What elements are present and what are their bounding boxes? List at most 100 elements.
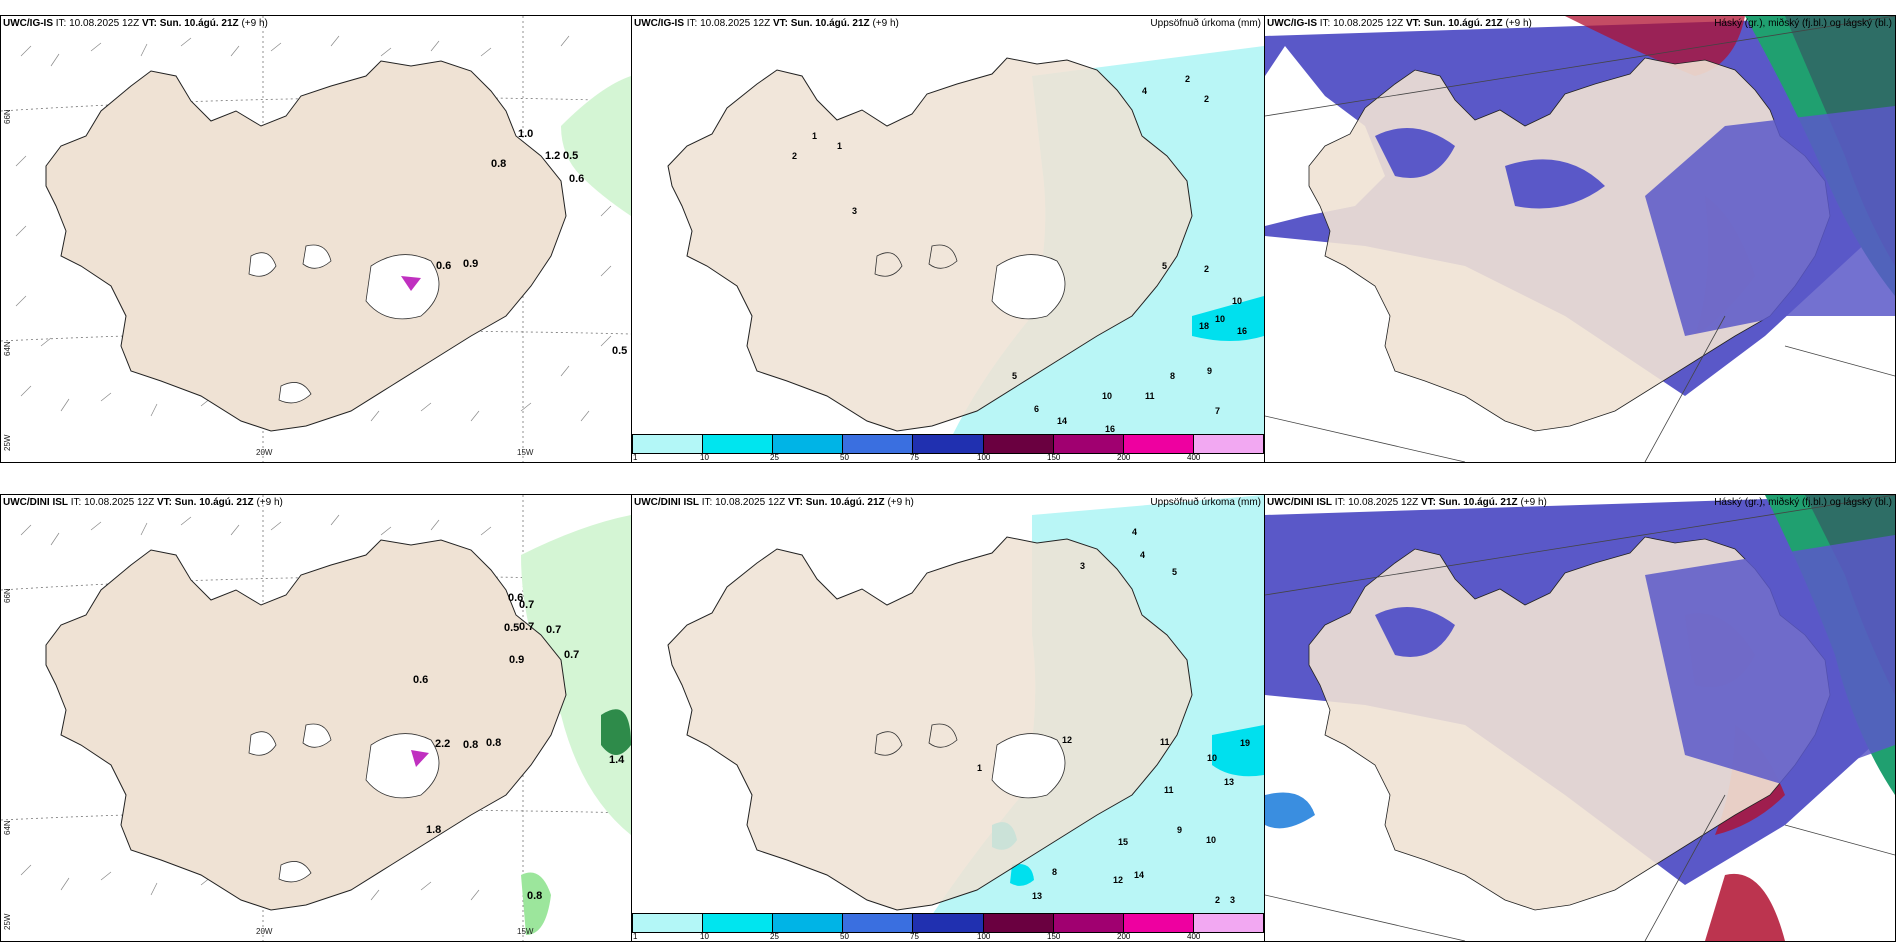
colorbar-segment xyxy=(1123,914,1194,932)
value-label: 3 xyxy=(852,206,858,216)
colorbar-segment xyxy=(703,435,774,453)
colorbar-tick: 25 xyxy=(770,932,779,941)
precip-colorbar xyxy=(632,434,1264,454)
value-label: 12 xyxy=(1062,735,1073,745)
value-label: 8 xyxy=(1170,371,1176,381)
colorbar-tick: 50 xyxy=(840,453,849,462)
cloud-title: Háský (gr.), miðský (fj.bl.) og lágský (… xyxy=(1714,18,1892,29)
colorbar-tick: 75 xyxy=(910,932,919,941)
value-label: 0.8 xyxy=(491,158,507,170)
value-label: 2 xyxy=(1215,895,1221,905)
value-label: 11 xyxy=(1164,785,1174,795)
row2-precip-map-panel: UWC/DINI ISL IT: 10.08.2025 12Z VT: Sun.… xyxy=(631,494,1265,942)
value-label: 2 xyxy=(1204,94,1210,104)
colorbar-tick: 50 xyxy=(840,932,849,941)
value-label: 14 xyxy=(1134,870,1145,880)
row1-wind-map-panel: UWC/IG-IS IT: 10.08.2025 12Z VT: Sun. 10… xyxy=(0,15,632,463)
value-label: 1.8 xyxy=(426,824,442,836)
value-label: 4 xyxy=(1142,86,1148,96)
colorbar-segment xyxy=(633,914,704,932)
value-label: 10 xyxy=(1207,753,1218,763)
colorbar-tick: 10 xyxy=(700,453,709,462)
value-label: 18 xyxy=(1199,321,1210,331)
colorbar-segment xyxy=(1123,435,1194,453)
panel-header: UWC/IG-IS IT: 10.08.2025 12Z VT: Sun. 10… xyxy=(1267,18,1532,29)
colorbar-segment xyxy=(703,914,774,932)
panel-header: UWC/DINI ISL IT: 10.08.2025 12Z VT: Sun.… xyxy=(1267,497,1547,508)
value-label: 1 xyxy=(837,141,843,151)
value-label: 0.5 xyxy=(612,345,628,357)
value-label: 0.5 xyxy=(563,150,579,162)
lat-label-66n: 66N xyxy=(3,109,12,124)
colorbar-segment xyxy=(1193,435,1263,453)
value-label: 0.5 xyxy=(504,622,520,634)
value-label: 0.8 xyxy=(463,739,479,751)
value-label: 7 xyxy=(1215,406,1221,416)
colorbar-tick: 100 xyxy=(977,932,991,941)
value-label: 1.0 xyxy=(518,128,534,140)
value-label: 0.6 xyxy=(508,592,524,604)
value-label: 2 xyxy=(792,151,798,161)
value-label: 1.2 xyxy=(545,150,561,162)
colorbar-tick: 400 xyxy=(1187,453,1201,462)
colorbar-segment xyxy=(1053,914,1124,932)
value-label: 4 xyxy=(1140,550,1146,560)
colorbar-segment xyxy=(913,914,984,932)
precip-colorbar xyxy=(632,913,1264,933)
panel-header: UWC/IG-IS IT: 10.08.2025 12Z VT: Sun. 10… xyxy=(634,18,899,29)
row2-wind-map-panel: UWC/DINI ISL IT: 10.08.2025 12Z VT: Sun.… xyxy=(0,494,632,942)
value-label: 3 xyxy=(1080,561,1086,571)
value-label: 0.6 xyxy=(436,260,452,272)
value-label: 16 xyxy=(1105,424,1116,434)
value-label: 9 xyxy=(1207,366,1213,376)
panel-header: UWC/DINI ISL IT: 10.08.2025 12Z VT: Sun.… xyxy=(3,497,283,508)
cloud-title: Háský (gr.), miðský (fj.bl.) og lágský (… xyxy=(1714,497,1892,508)
value-label: 5 xyxy=(1172,567,1178,577)
colorbar-segment xyxy=(773,435,844,453)
iceland-map-graphic xyxy=(667,46,1264,436)
iceland-map-graphic xyxy=(1,495,631,941)
lat-label-64n: 64N xyxy=(3,341,12,356)
row1-cloud-map-panel: UWC/IG-IS IT: 10.08.2025 12Z VT: Sun. 10… xyxy=(1264,15,1896,463)
colorbar-tick: 150 xyxy=(1047,932,1061,941)
row1-precip-map-panel: UWC/IG-IS IT: 10.08.2025 12Z VT: Sun. 10… xyxy=(631,15,1265,463)
colorbar-segment xyxy=(773,914,844,932)
value-label: 0.7 xyxy=(546,624,562,636)
row2-cloud-map-panel: UWC/DINI ISL IT: 10.08.2025 12Z VT: Sun.… xyxy=(1264,494,1896,942)
colorbar-tick: 400 xyxy=(1187,932,1201,941)
lon-label-15w: 15W xyxy=(517,448,534,457)
value-label: 0.7 xyxy=(564,649,580,661)
iceland-map-graphic xyxy=(1265,16,1895,462)
lon-label-20w: 20W xyxy=(256,927,273,936)
value-label: 12 xyxy=(1113,875,1124,885)
value-label: 0.7 xyxy=(519,621,535,633)
value-label: 11 xyxy=(1160,737,1170,747)
precip-title: Uppsöfnuð úrkoma (mm) xyxy=(1150,18,1261,29)
iceland-map-graphic xyxy=(667,495,1264,915)
value-label: 0.8 xyxy=(527,890,543,902)
colorbar-segment xyxy=(983,914,1054,932)
value-label: 14 xyxy=(1057,416,1068,426)
value-label: 3 xyxy=(1230,895,1236,905)
value-label: 10 xyxy=(1206,835,1217,845)
value-label: 0.7 xyxy=(519,599,535,611)
colorbar-segment xyxy=(1193,914,1263,932)
value-label: 15 xyxy=(1118,837,1129,847)
value-label: 1.4 xyxy=(609,754,625,766)
value-label: 2 xyxy=(1185,74,1191,84)
colorbar-tick: 10 xyxy=(700,932,709,941)
value-label: 0.8 xyxy=(486,737,502,749)
colorbar-tick: 1 xyxy=(633,932,638,941)
value-label: 10 xyxy=(1232,296,1243,306)
colorbar-tick: 200 xyxy=(1117,453,1131,462)
colorbar-segment xyxy=(633,435,704,453)
value-label: 0.6 xyxy=(413,674,429,686)
value-label: 8 xyxy=(1052,867,1058,877)
value-label: 5 xyxy=(1012,371,1018,381)
colorbar-tick: 150 xyxy=(1047,453,1061,462)
panel-header: UWC/DINI ISL IT: 10.08.2025 12Z VT: Sun.… xyxy=(634,497,914,508)
colorbar-segment xyxy=(913,435,984,453)
colorbar-tick: 25 xyxy=(770,453,779,462)
colorbar-tick: 1 xyxy=(633,453,638,462)
lon-label-25w: 25W xyxy=(3,434,12,451)
